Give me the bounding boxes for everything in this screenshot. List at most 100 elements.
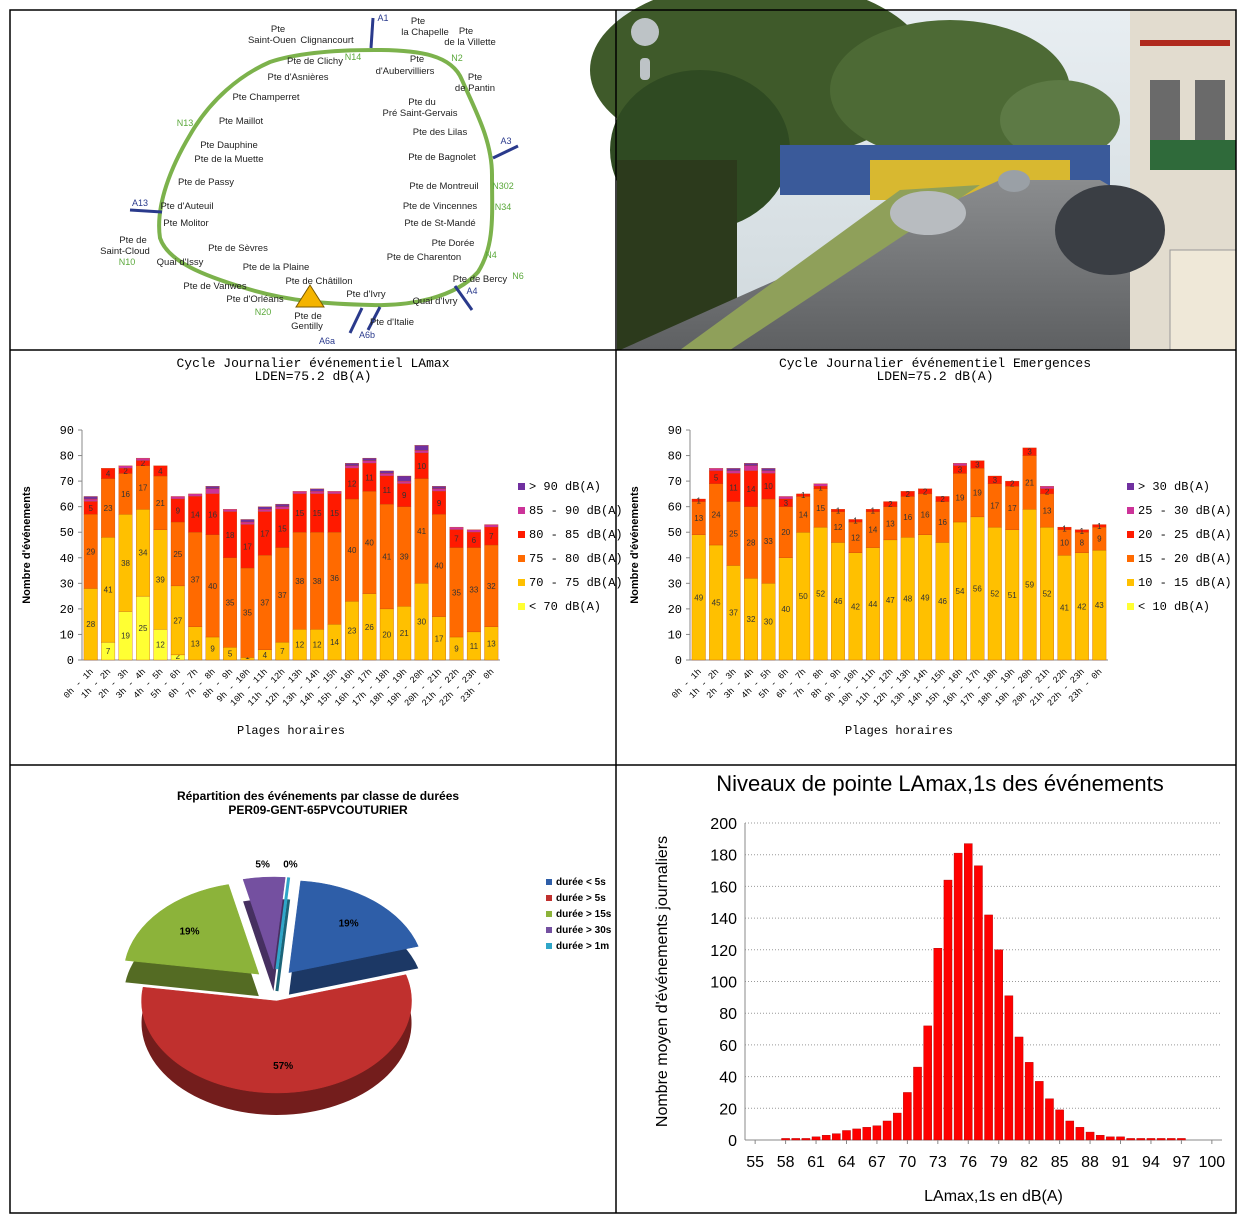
highways bbox=[129, 17, 519, 334]
legend-marker bbox=[546, 911, 552, 917]
bar-segment bbox=[240, 521, 255, 525]
data-label: 1 bbox=[801, 491, 806, 500]
bar-segment bbox=[345, 463, 359, 466]
data-label: 30 bbox=[764, 618, 773, 627]
y-tick-label: 80 bbox=[668, 450, 682, 464]
y-tick-label: 200 bbox=[710, 816, 737, 833]
data-label: 38 bbox=[295, 577, 304, 586]
map-label: N302 bbox=[492, 181, 514, 191]
data-label: 33 bbox=[469, 586, 478, 595]
data-label: 17 bbox=[139, 484, 148, 493]
data-label: 9 bbox=[437, 499, 442, 508]
legend-label: 20 - 25 dB(A) bbox=[1138, 528, 1232, 542]
bar bbox=[811, 1136, 821, 1141]
y-tick-label: 40 bbox=[719, 1070, 737, 1087]
legend-label: 15 - 20 dB(A) bbox=[1138, 552, 1232, 566]
x-tick-label: 73 bbox=[929, 1154, 947, 1171]
bar bbox=[801, 1138, 811, 1141]
data-label: 57% bbox=[273, 1061, 293, 1072]
x-axis-title: Plages horaires bbox=[845, 724, 953, 738]
data-label: 14 bbox=[799, 510, 808, 519]
legend-label: < 70 dB(A) bbox=[529, 600, 601, 614]
legend-marker bbox=[546, 927, 552, 933]
bar-segment bbox=[953, 463, 967, 466]
data-label: 46 bbox=[938, 597, 947, 606]
x-tick-label: 70 bbox=[898, 1154, 916, 1171]
y-tick-label: 40 bbox=[668, 552, 682, 566]
bar bbox=[1035, 1081, 1044, 1141]
map-label: A4 bbox=[466, 286, 477, 296]
map-label: Pte d'Asnières bbox=[268, 72, 329, 83]
y-axis-title: Nombre d'événements bbox=[629, 486, 641, 604]
data-label: 1 bbox=[836, 507, 841, 516]
data-label: 14 bbox=[747, 485, 756, 494]
bar-segment bbox=[778, 496, 793, 500]
data-label: 16 bbox=[121, 490, 130, 499]
legend-label: 85 - 90 dB(A) bbox=[529, 504, 623, 518]
data-label: 32 bbox=[747, 615, 756, 624]
data-label: 39 bbox=[156, 576, 165, 585]
legend-label: durée > 5s bbox=[556, 893, 606, 904]
data-label: 37 bbox=[278, 591, 287, 600]
bar-segment bbox=[362, 457, 377, 461]
data-label: 16 bbox=[921, 510, 930, 519]
data-label: 3 bbox=[784, 499, 789, 508]
data-label: 46 bbox=[834, 597, 843, 606]
data-label: 19 bbox=[956, 494, 965, 503]
map-label: N10 bbox=[119, 257, 136, 267]
bar bbox=[1116, 1136, 1125, 1141]
data-label: 11 bbox=[729, 484, 738, 493]
bar-segment bbox=[691, 498, 706, 502]
map-label: Pte de Vanwes bbox=[183, 281, 246, 292]
bar-segment bbox=[1057, 526, 1072, 530]
bar bbox=[1106, 1136, 1115, 1141]
pie-slice bbox=[288, 880, 419, 973]
data-label: 6 bbox=[472, 536, 477, 545]
legend-label: durée > 30s bbox=[556, 925, 612, 936]
data-label: 52 bbox=[1043, 590, 1052, 599]
legend-label: durée > 15s bbox=[556, 909, 612, 920]
bar bbox=[984, 914, 993, 1141]
chart-subtitle: LDEN=75.2 dB(A) bbox=[876, 369, 993, 384]
legend-marker bbox=[518, 555, 525, 562]
y-tick-label: 70 bbox=[60, 475, 74, 489]
legend-marker bbox=[1127, 555, 1134, 562]
map-label: A3 bbox=[500, 136, 511, 146]
bar bbox=[923, 1025, 932, 1141]
bar bbox=[1126, 1138, 1135, 1141]
data-label: 17 bbox=[243, 542, 252, 551]
data-label: 40 bbox=[208, 582, 217, 591]
map-label: A13 bbox=[132, 198, 148, 208]
data-label: 30 bbox=[417, 618, 426, 627]
map-label: Pte bbox=[411, 16, 425, 27]
bar-segment bbox=[257, 506, 272, 510]
data-label: 7 bbox=[454, 535, 459, 544]
bar-segment bbox=[449, 526, 464, 530]
data-label: 3 bbox=[958, 466, 963, 475]
map-label: Pte des Lilas bbox=[413, 127, 468, 138]
map-label: Pte Champerret bbox=[232, 92, 299, 103]
map-label: d'Aubervilliers bbox=[376, 66, 435, 77]
map-label: N34 bbox=[495, 202, 512, 212]
y-tick-label: 80 bbox=[719, 1006, 737, 1023]
bar-segment bbox=[223, 509, 237, 512]
data-label: 2 bbox=[1045, 487, 1050, 496]
data-label: 9 bbox=[210, 645, 215, 654]
data-label: 24 bbox=[712, 510, 721, 519]
legend-marker bbox=[518, 579, 525, 586]
map-label: Pte Molitor bbox=[163, 218, 208, 229]
data-label: 42 bbox=[851, 602, 860, 611]
data-label: 14 bbox=[868, 526, 877, 535]
bar bbox=[1177, 1138, 1186, 1141]
bar-segment bbox=[883, 501, 898, 507]
x-axis-title: Plages horaires bbox=[237, 724, 345, 738]
data-label: 15 bbox=[313, 509, 322, 518]
bar-segment bbox=[205, 486, 220, 489]
bar-segment bbox=[432, 488, 446, 492]
data-label: 19 bbox=[121, 632, 130, 641]
data-label: 49 bbox=[921, 593, 930, 602]
y-tick-label: 60 bbox=[719, 1038, 737, 1055]
bar bbox=[882, 1120, 892, 1141]
y-axis-title: Nombre moyen d'événements journaliers bbox=[654, 836, 671, 1127]
